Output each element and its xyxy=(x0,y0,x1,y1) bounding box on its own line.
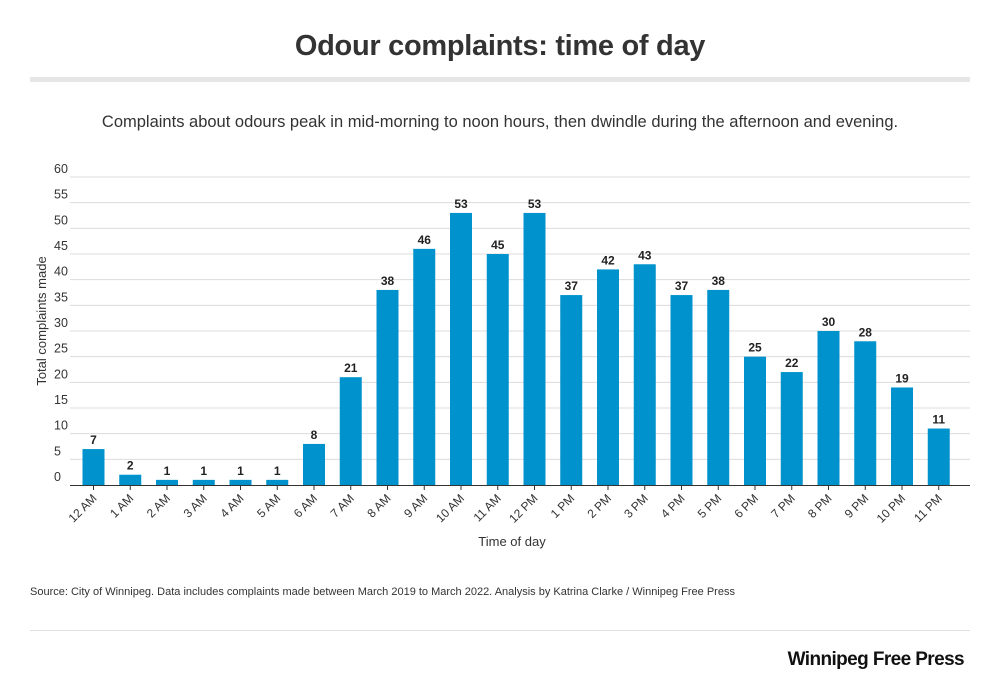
bars xyxy=(82,212,950,485)
data-label: 7 xyxy=(90,433,97,447)
y-tick-label: 25 xyxy=(54,342,68,356)
y-axis: 0 5 10 15 20 25 30 35 40 45 50 55 60 xyxy=(54,162,68,484)
data-label: 1 xyxy=(164,464,171,478)
x-tick-label: 6 PM xyxy=(731,491,761,521)
bar xyxy=(266,479,289,485)
x-tick-label: 1 PM xyxy=(548,491,578,521)
x-tick-label: 12 AM xyxy=(66,491,100,525)
x-tick-label: 12 PM xyxy=(506,491,540,525)
bar xyxy=(891,387,913,485)
bar xyxy=(817,331,840,485)
x-axis: 12 AM 1 AM 2 AM 3 AM 4 AM 5 AM 6 AM 7 AM 8 AM 9 A… xyxy=(66,485,945,526)
bar xyxy=(670,295,693,485)
bar xyxy=(486,254,509,485)
data-label: 53 xyxy=(528,197,542,211)
x-tick-label: 10 PM xyxy=(874,491,908,525)
bar xyxy=(229,479,252,485)
x-tick-label: 3 AM xyxy=(181,491,210,520)
bar xyxy=(376,289,399,485)
bar xyxy=(927,428,950,485)
data-label: 21 xyxy=(344,361,358,375)
title-divider xyxy=(30,77,970,82)
data-label: 46 xyxy=(418,233,432,247)
data-label: 11 xyxy=(932,413,945,427)
y-tick-label: 5 xyxy=(54,444,61,458)
data-label: 45 xyxy=(491,238,505,252)
x-axis-title: Time of day xyxy=(478,534,546,549)
data-label: 30 xyxy=(822,315,836,329)
x-tick-label: 2 AM xyxy=(144,491,173,520)
data-label: 2 xyxy=(127,459,134,473)
x-tick-label: 7 AM xyxy=(328,491,357,520)
y-tick-label: 15 xyxy=(54,393,68,407)
bar xyxy=(450,212,472,485)
bar xyxy=(303,443,325,485)
y-tick-label: 10 xyxy=(54,419,68,433)
x-tick-label: 10 AM xyxy=(433,491,467,525)
publisher-logo: Winnipeg Free Press xyxy=(787,649,965,670)
bar xyxy=(82,449,105,485)
data-label: 22 xyxy=(785,356,799,370)
bar xyxy=(854,341,877,485)
data-label: 28 xyxy=(859,325,873,339)
x-tick-label: 6 AM xyxy=(291,491,320,520)
y-tick-label: 0 xyxy=(54,470,61,484)
gridlines xyxy=(70,176,970,460)
y-tick-label: 35 xyxy=(54,290,68,304)
x-tick-label: 8 AM xyxy=(364,491,393,520)
data-label: 8 xyxy=(311,428,318,442)
y-tick-label: 50 xyxy=(54,213,68,227)
bar xyxy=(413,248,436,485)
x-tick-label: 9 AM xyxy=(401,491,430,520)
x-tick-label: 1 AM xyxy=(107,491,136,520)
x-tick-label: 4 PM xyxy=(658,491,688,521)
bar xyxy=(560,295,583,485)
x-tick-label: 2 PM xyxy=(584,491,614,521)
bar xyxy=(744,356,766,485)
bar xyxy=(339,377,362,485)
x-tick-label: 8 PM xyxy=(805,491,835,521)
chart-title: Odour complaints: time of day xyxy=(294,30,706,62)
bar xyxy=(156,479,178,485)
x-tick-label: 5 PM xyxy=(695,491,725,521)
x-tick-label: 11 AM xyxy=(471,491,504,524)
data-label: 53 xyxy=(454,197,468,211)
data-label: 19 xyxy=(895,371,909,385)
chart-subtitle: Complaints about odours peak in mid-morn… xyxy=(101,113,899,131)
data-label: 1 xyxy=(200,464,207,478)
bar xyxy=(780,372,803,485)
y-tick-label: 20 xyxy=(54,367,68,381)
data-label: 43 xyxy=(638,248,652,262)
x-tick-label: 3 PM xyxy=(621,491,651,521)
x-tick-label: 9 PM xyxy=(842,491,872,521)
y-tick-label: 45 xyxy=(54,239,68,253)
data-label: 42 xyxy=(601,253,615,267)
bar xyxy=(597,269,619,485)
data-label: 38 xyxy=(381,274,395,288)
data-label: 1 xyxy=(274,464,281,478)
source-note: Source: City of Winnipeg. Data includes … xyxy=(30,586,735,598)
y-tick-label: 40 xyxy=(54,265,68,279)
data-label: 37 xyxy=(675,279,689,293)
data-label: 37 xyxy=(565,279,579,293)
y-tick-label: 55 xyxy=(54,188,68,202)
x-tick-label: 7 PM xyxy=(768,491,798,521)
y-axis-title: Total complaints made xyxy=(34,256,49,385)
bar xyxy=(523,212,546,485)
y-tick-label: 60 xyxy=(54,162,68,176)
data-label: 1 xyxy=(237,464,244,478)
x-tick-label: 11 PM xyxy=(911,491,945,525)
bar xyxy=(707,289,730,485)
data-label: 38 xyxy=(712,274,726,288)
data-label: 25 xyxy=(748,341,762,355)
bar xyxy=(119,474,142,485)
bar xyxy=(633,264,656,485)
footer-divider xyxy=(30,630,970,631)
x-tick-label: 4 AM xyxy=(217,491,246,520)
x-tick-label: 5 AM xyxy=(254,491,283,520)
bar xyxy=(192,479,215,485)
y-tick-label: 30 xyxy=(54,316,68,330)
